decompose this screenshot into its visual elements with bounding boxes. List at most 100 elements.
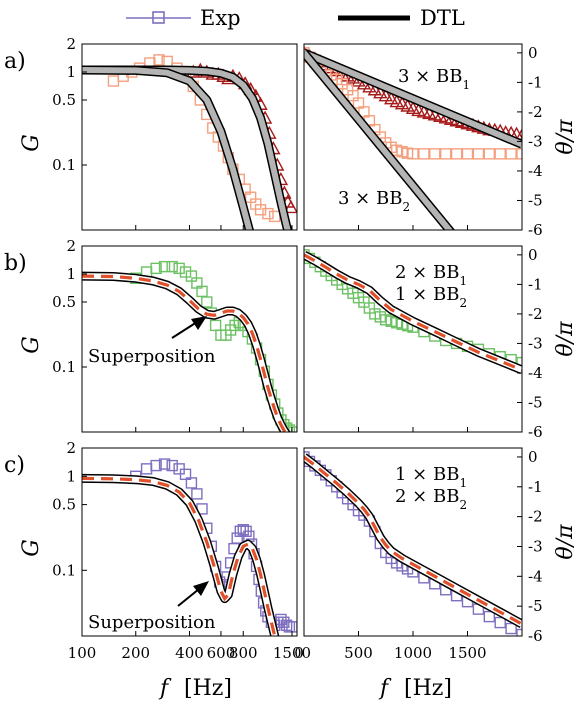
c-phase-point [516, 628, 522, 636]
b-mag-point [158, 260, 171, 273]
c-phase-dtl-dashed-2 [304, 455, 522, 626]
c-mag-plot-area [82, 458, 297, 636]
a-phase-plot-area [304, 45, 522, 230]
b-mag-point [229, 319, 241, 332]
b-mag-point [150, 262, 162, 275]
b-superposition-label: Superposition [88, 346, 216, 367]
mag-xtick-label: 1500 [273, 644, 311, 662]
phase-xtick-label: 500 [344, 644, 373, 662]
c-mag-ytick-label: 2 [66, 439, 76, 457]
c-arrow-head [193, 581, 209, 596]
a-phase-point [514, 128, 522, 142]
phase-xtick-label: 1000 [394, 644, 432, 662]
c-phase-ytick-label: -4 [528, 567, 543, 585]
a-mag-point [262, 207, 274, 220]
legend: Exp DTL [126, 6, 465, 30]
a-mag-point [283, 199, 297, 214]
b-mag-point [173, 262, 185, 275]
a-phase-ytick-label: -5 [528, 191, 543, 209]
a-phase-dtl-fill-2 [304, 50, 522, 148]
a-mag-point [254, 204, 267, 216]
legend-exp-label: Exp [200, 6, 241, 30]
b-phase-ytick-label: -1 [528, 275, 543, 293]
c-mag-point [185, 477, 198, 489]
a-mag-plot-area [82, 54, 297, 230]
b-mag-ytick-label: 1 [66, 265, 76, 283]
c-phase-ytick-label: -6 [528, 627, 543, 645]
b-mag-point [179, 266, 192, 278]
a-phase-point [461, 148, 474, 160]
b-phase-ytick-label: -6 [528, 423, 543, 441]
a-phase-point [494, 148, 506, 160]
c-phase-plot-area [304, 451, 522, 636]
b-theta-axis-label: θ/π [553, 321, 578, 357]
b-mag-ytick-label: 0.5 [52, 293, 76, 311]
a-phase-point [378, 88, 393, 102]
a-mag-dtl-fill-3 [82, 67, 253, 230]
a-mag-ytick-label: 0.1 [52, 156, 76, 174]
a-phase-point [384, 91, 399, 105]
a-panel-letter: a) [4, 49, 26, 74]
c-mag-point [191, 488, 203, 500]
mag-xtick-label: 200 [121, 644, 150, 662]
c-mag-point [179, 468, 192, 481]
mag-x-axis-label-unit: [Hz] [184, 676, 232, 701]
a-phase-point [418, 148, 430, 160]
a-phase-ytick-label: 0 [528, 44, 538, 62]
a-mag-ytick-label: 0.5 [52, 91, 76, 109]
a-phase-point [505, 148, 517, 160]
c-mag-point [150, 459, 162, 472]
phase-x-axis-label-unit: [Hz] [404, 676, 452, 701]
mag-xtick-label: 800 [229, 644, 258, 662]
a-phase-ytick-label: -2 [528, 103, 543, 121]
b-phase-ytick-label: -5 [528, 393, 543, 411]
a-g-axis-label: G [19, 134, 44, 152]
c-mag-dtl-fill-1 [82, 475, 278, 636]
b-phase-point [516, 356, 522, 369]
c-phase-point [483, 610, 495, 623]
a-theta-axis-label: θ/π [553, 119, 578, 155]
c-theta-axis-label: θ/π [553, 524, 578, 560]
a-phase-ytick-label: -3 [528, 132, 543, 150]
a-phase-point [440, 148, 452, 160]
c-phase-ytick-label: -5 [528, 597, 543, 615]
c-arrow-shaft [177, 588, 200, 607]
c-mag-ytick-label: 0.1 [52, 561, 76, 579]
mag-xtick-label: 600 [207, 644, 236, 662]
b-mag-ytick-label: 2 [66, 237, 76, 255]
c-mag-point [231, 532, 243, 544]
c-mag-point [275, 613, 287, 626]
b-phase-plot-area [304, 249, 522, 375]
a-phase-point [429, 148, 441, 160]
phase-x-axis-label-f: f [378, 676, 392, 701]
b-phase-ytick-label: 0 [528, 246, 538, 264]
a-phase-point [407, 148, 419, 160]
b-arrow-shaft [171, 321, 198, 339]
mag-xtick-label: 400 [175, 644, 204, 662]
a-phase-point [472, 148, 485, 160]
b-phase-dtl-dashed-2 [304, 253, 522, 372]
c-phase-point [494, 616, 506, 629]
c-phase-ytick-label: -3 [528, 537, 543, 555]
a-phase-dtl-fill-3 [304, 50, 454, 230]
a-phase-point [483, 148, 495, 160]
b-phase-ytick-label: -3 [528, 334, 543, 352]
legend-dtl-label: DTL [420, 6, 465, 30]
a-phase-point [367, 82, 383, 96]
mag-xtick-label-tail: 0 [294, 644, 304, 662]
a-phase-ytick-label: -6 [528, 221, 543, 239]
c-panel-letter: c) [4, 453, 25, 478]
b-mag-plot-area [82, 260, 297, 432]
b-arrow-head [191, 316, 207, 330]
b-mag-point [166, 260, 178, 273]
a-mag-point [153, 54, 165, 66]
b-phase-ytick-label: -4 [528, 364, 543, 382]
a-mag-ytick-label: 1 [66, 63, 76, 81]
a-phase-ytick-label: -1 [528, 73, 543, 91]
c-mag-point [166, 459, 178, 472]
mag-xtick-label: 100 [68, 644, 97, 662]
c-mag-ytick-label: 1 [66, 467, 76, 485]
b-mag-dtl-dashed-2 [82, 274, 288, 432]
c-mag-point [158, 458, 171, 470]
